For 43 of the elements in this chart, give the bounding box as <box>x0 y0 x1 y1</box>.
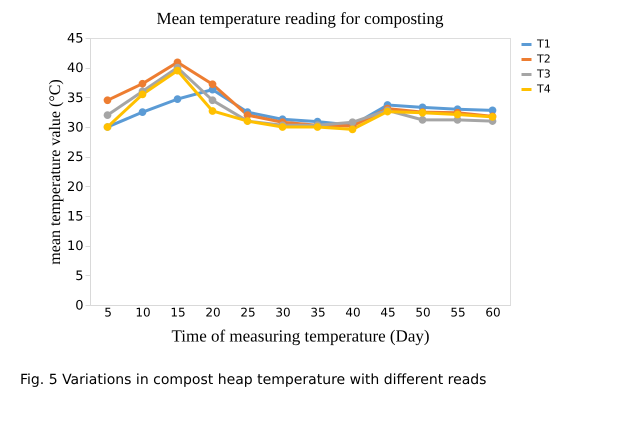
y-tick-label: 25 <box>66 150 84 166</box>
x-tick-label: 10 <box>135 306 151 320</box>
y-tick-label: 0 <box>75 298 84 314</box>
x-tick-label: 35 <box>310 306 326 320</box>
legend-label: T4 <box>536 82 551 96</box>
y-tick-label: 20 <box>66 180 84 195</box>
chart-title: Mean temperature reading for composting <box>156 9 444 28</box>
point <box>348 118 356 126</box>
x-tick-label: 20 <box>205 306 221 320</box>
point <box>174 95 182 103</box>
legend-label: T2 <box>536 52 551 66</box>
y-tick-label: 30 <box>66 120 84 136</box>
legend-label: T3 <box>536 68 551 80</box>
x-tick-label: 60 <box>485 306 501 320</box>
x-tick-label: 40 <box>345 306 361 320</box>
x-tick-label: 45 <box>380 306 396 320</box>
y-tick-label: 15 <box>66 210 84 224</box>
y-tick-label: 45 <box>66 32 84 46</box>
y-tick-label: 40 <box>66 61 84 76</box>
x-tick-label: 55 <box>450 306 466 320</box>
x-tick-label: 25 <box>240 306 256 320</box>
x-tick-label: 5 <box>104 306 112 320</box>
x-tick-label: 50 <box>415 306 431 320</box>
point <box>104 111 112 119</box>
point <box>418 116 426 124</box>
y-axis-title: mean temperature value (°C) <box>46 79 64 265</box>
point <box>138 80 146 88</box>
point <box>174 66 182 74</box>
y-tick-label: 5 <box>75 268 84 284</box>
caption: Fig. 5 Variations in compost heap temperature with different reads <box>20 372 486 388</box>
x-axis-title: Time of measuring temperature (Day) <box>171 326 430 346</box>
y-tick-label: 10 <box>66 239 84 254</box>
point <box>104 96 112 104</box>
point <box>348 126 356 134</box>
point <box>138 90 146 98</box>
point <box>138 108 146 116</box>
point <box>208 96 216 104</box>
point <box>208 80 216 88</box>
y-tick-label: 35 <box>66 90 84 106</box>
x-tick-label: 30 <box>275 306 291 320</box>
point <box>208 107 216 115</box>
legend-label: T1 <box>536 38 551 50</box>
x-tick-label: 15 <box>170 306 186 320</box>
